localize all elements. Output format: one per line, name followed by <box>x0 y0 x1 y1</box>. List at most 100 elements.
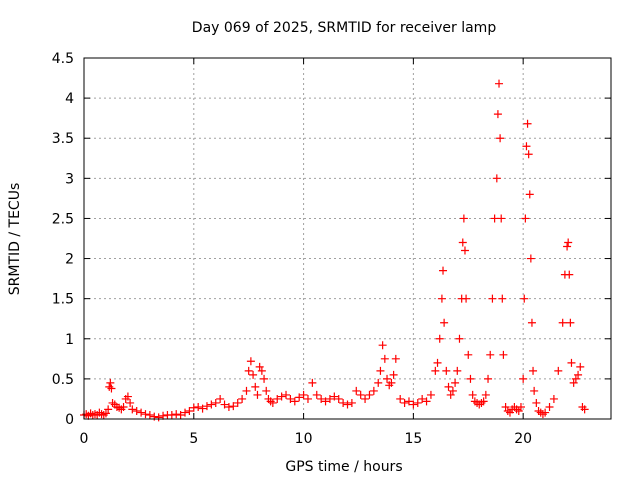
data-point <box>198 404 207 413</box>
data-point <box>282 390 291 399</box>
data-point <box>462 294 471 303</box>
data-point <box>126 398 135 407</box>
data-point <box>564 238 573 247</box>
data-point <box>488 294 497 303</box>
data-point <box>466 374 475 383</box>
data-point <box>426 390 435 399</box>
data-point <box>312 390 321 399</box>
data-point <box>229 402 238 411</box>
data-point <box>257 366 266 375</box>
data-point <box>159 411 168 420</box>
data-point <box>268 398 277 407</box>
data-point <box>571 374 580 383</box>
data-point <box>361 394 370 403</box>
y-tick-label: 3 <box>65 171 74 187</box>
data-point <box>290 397 299 406</box>
data-point <box>477 398 486 407</box>
data-point <box>484 374 493 383</box>
data-point <box>404 397 413 406</box>
data-point <box>202 402 211 411</box>
data-point <box>541 408 550 417</box>
data-point <box>308 378 317 387</box>
data-point <box>356 390 365 399</box>
data-point <box>82 410 91 419</box>
data-point <box>496 134 505 143</box>
data-point <box>207 400 216 409</box>
x-tick-label: 20 <box>514 431 532 447</box>
data-point <box>549 394 558 403</box>
data-point <box>499 350 508 359</box>
data-point <box>220 400 229 409</box>
data-point <box>501 402 510 411</box>
data-point <box>566 318 575 327</box>
data-point <box>497 214 506 223</box>
data-point <box>558 318 567 327</box>
y-tick-label: 2 <box>65 252 74 268</box>
data-point <box>238 394 247 403</box>
y-axis-label: SRMTID / TECUs <box>7 183 23 296</box>
y-tick-label: 1.5 <box>52 292 74 308</box>
data-point <box>233 398 242 407</box>
data-point <box>563 242 572 251</box>
data-point <box>387 378 396 387</box>
data-point <box>413 398 422 407</box>
data-point <box>435 334 444 343</box>
data-point <box>565 270 574 279</box>
y-tick-label: 2.5 <box>52 211 74 227</box>
y-tick-label: 4.5 <box>52 51 74 67</box>
data-point <box>339 398 348 407</box>
data-point <box>400 398 409 407</box>
data-point <box>286 394 295 403</box>
data-point <box>365 390 374 399</box>
x-axis-label: GPS time / hours <box>285 459 402 475</box>
data-point <box>383 374 392 383</box>
data-point <box>376 366 385 375</box>
data-point <box>545 402 554 411</box>
data-point <box>529 366 538 375</box>
data-point <box>526 254 535 263</box>
data-point <box>106 378 115 387</box>
data-point <box>137 408 146 417</box>
data-point <box>242 386 251 395</box>
x-tick-label: 10 <box>295 431 313 447</box>
data-point <box>444 382 453 391</box>
plot-frame <box>83 57 612 420</box>
data-point <box>176 410 185 419</box>
data-point <box>479 397 488 406</box>
data-point <box>437 294 446 303</box>
data-point <box>251 382 260 391</box>
data-point <box>532 398 541 407</box>
tick-layer: 0 0.5 1 1.5 2 2.5 3 3.5 4 4.5 0 5 10 15 20 <box>52 51 611 447</box>
data-point <box>273 394 282 403</box>
data-point <box>446 390 455 399</box>
data-point <box>185 406 194 415</box>
data-point <box>481 390 490 399</box>
data-point <box>530 386 539 395</box>
data-point <box>216 394 225 403</box>
data-point <box>295 393 304 402</box>
data-point <box>317 394 326 403</box>
data-point <box>334 394 343 403</box>
data-point <box>451 378 460 387</box>
grid-layer <box>84 58 611 419</box>
data-point <box>255 362 264 371</box>
y-tick-label: 0 <box>65 412 74 428</box>
data-point <box>325 394 334 403</box>
data-point <box>374 378 383 387</box>
data-point <box>516 402 525 411</box>
data-point <box>524 150 533 159</box>
data-point <box>431 366 440 375</box>
data-point <box>442 366 451 375</box>
data-point <box>154 413 163 422</box>
data-point <box>108 398 117 407</box>
data-point <box>167 410 176 419</box>
data-point <box>97 410 106 419</box>
data-point <box>522 142 531 151</box>
data-point <box>380 354 389 363</box>
data-point <box>418 394 427 403</box>
data-point <box>330 392 339 401</box>
data-point <box>172 410 181 419</box>
data-point <box>574 370 583 379</box>
